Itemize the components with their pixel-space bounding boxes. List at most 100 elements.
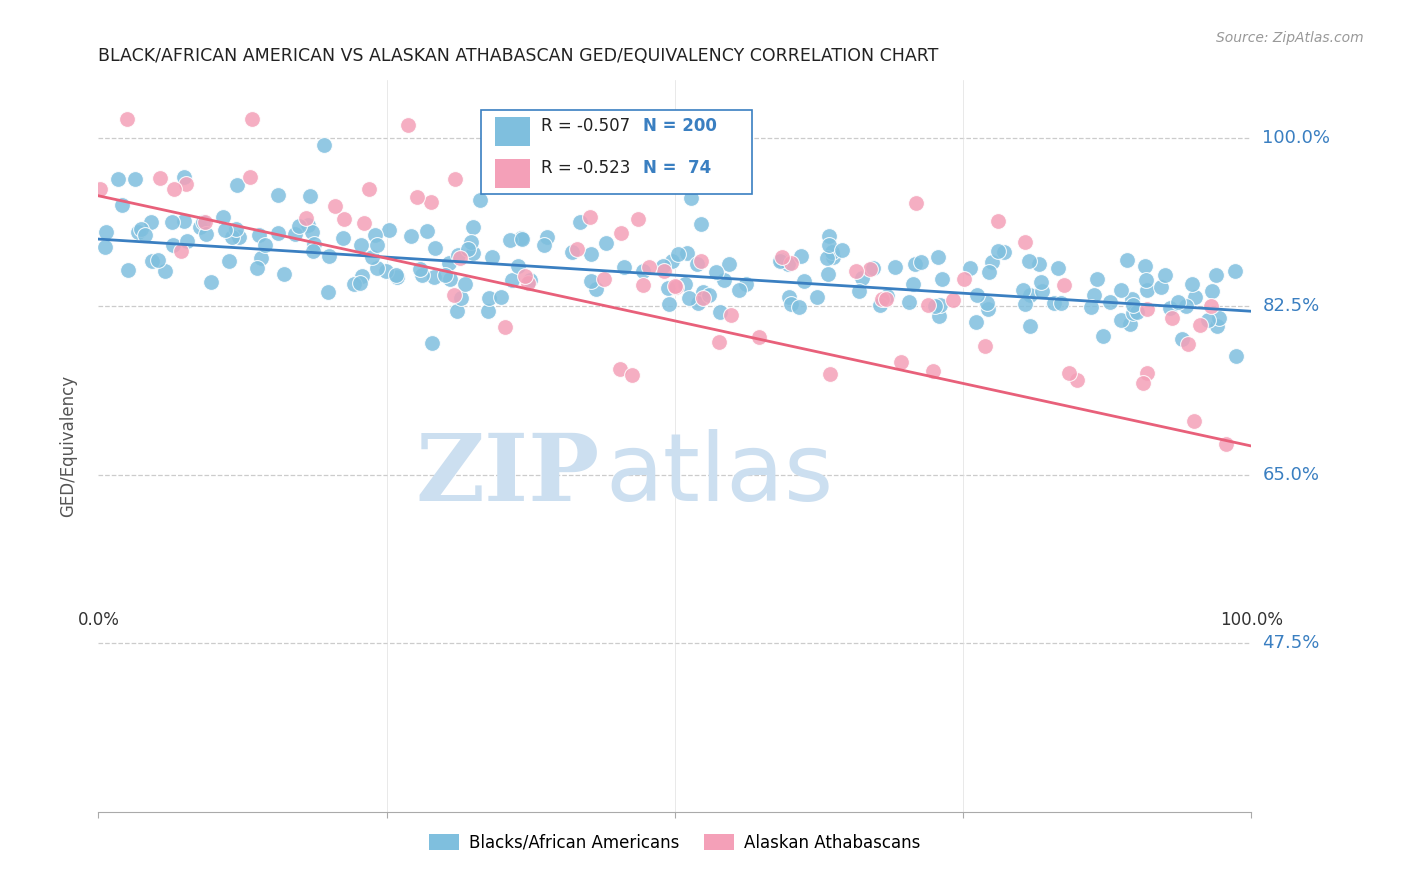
Text: 65.0%: 65.0% [1263, 466, 1319, 483]
Point [526, 142, 548, 156]
Text: atlas: atlas [606, 429, 834, 521]
Point [657, 280, 679, 294]
Point [377, 222, 399, 236]
Point [678, 291, 700, 305]
Point [316, 285, 339, 299]
Point [173, 214, 195, 228]
Point [422, 335, 444, 350]
Point [676, 246, 699, 260]
Point [519, 272, 541, 286]
Text: N =  74: N = 74 [643, 159, 711, 177]
Point [516, 276, 538, 290]
Point [457, 242, 479, 256]
Point [1111, 312, 1133, 326]
Point [463, 220, 485, 235]
Point [353, 216, 375, 230]
Point [506, 259, 529, 273]
Point [821, 245, 844, 260]
Point [977, 264, 1000, 278]
Point [1136, 301, 1159, 316]
Point [1181, 277, 1204, 291]
Point [443, 171, 465, 186]
Point [581, 247, 603, 261]
Point [574, 178, 596, 193]
Text: Source: ZipAtlas.com: Source: ZipAtlas.com [1216, 31, 1364, 45]
Point [468, 194, 491, 208]
Point [685, 257, 707, 271]
Point [170, 244, 193, 259]
Point [616, 163, 638, 178]
Point [1116, 252, 1139, 267]
Point [1205, 268, 1227, 282]
Point [993, 244, 1015, 259]
Text: 0.0%: 0.0% [77, 611, 120, 629]
Point [408, 262, 430, 277]
Point [1018, 254, 1040, 268]
Point [666, 246, 689, 260]
Point [986, 244, 1008, 258]
Point [94, 240, 117, 254]
Point [690, 254, 713, 268]
Point [851, 271, 873, 285]
Point [447, 248, 470, 262]
Point [1208, 310, 1230, 325]
Point [1122, 306, 1144, 320]
Point [673, 277, 696, 291]
Point [298, 189, 321, 203]
Point [1014, 235, 1036, 250]
Point [352, 268, 374, 283]
Point [1159, 301, 1181, 315]
Point [302, 244, 325, 259]
Point [1223, 264, 1246, 278]
Point [374, 264, 396, 278]
Point [385, 268, 408, 282]
Point [343, 277, 366, 291]
Point [173, 170, 195, 185]
Point [748, 330, 770, 344]
Point [1125, 305, 1147, 319]
Point [595, 235, 617, 250]
Point [162, 238, 184, 252]
Point [927, 250, 949, 264]
Point [225, 178, 247, 193]
FancyBboxPatch shape [481, 110, 752, 194]
Point [515, 269, 537, 284]
Point [314, 137, 336, 152]
Point [976, 302, 998, 317]
Point [568, 214, 591, 228]
Point [1047, 261, 1070, 276]
Point [652, 264, 675, 278]
Point [905, 196, 928, 211]
Point [910, 255, 932, 269]
Point [1122, 298, 1144, 312]
Point [443, 288, 465, 302]
Point [509, 231, 531, 245]
Point [494, 320, 516, 334]
Point [681, 191, 703, 205]
Point [1031, 285, 1053, 299]
Point [96, 225, 118, 239]
Point [1161, 311, 1184, 326]
Text: 82.5%: 82.5% [1263, 297, 1320, 316]
Point [246, 261, 269, 276]
Point [661, 253, 683, 268]
Point [734, 277, 756, 291]
Text: 47.5%: 47.5% [1263, 634, 1320, 652]
Point [665, 280, 688, 294]
Point [423, 270, 446, 285]
Point [302, 237, 325, 252]
Point [1174, 300, 1197, 314]
Point [284, 227, 307, 241]
Point [770, 250, 793, 264]
Point [692, 291, 714, 305]
Point [876, 288, 898, 302]
Text: 100.0%: 100.0% [1220, 611, 1282, 629]
Point [240, 112, 263, 126]
Point [561, 244, 583, 259]
Point [727, 283, 749, 297]
Point [823, 250, 845, 264]
Point [780, 297, 803, 311]
Point [1132, 376, 1154, 390]
Point [139, 215, 162, 229]
Point [818, 367, 841, 381]
